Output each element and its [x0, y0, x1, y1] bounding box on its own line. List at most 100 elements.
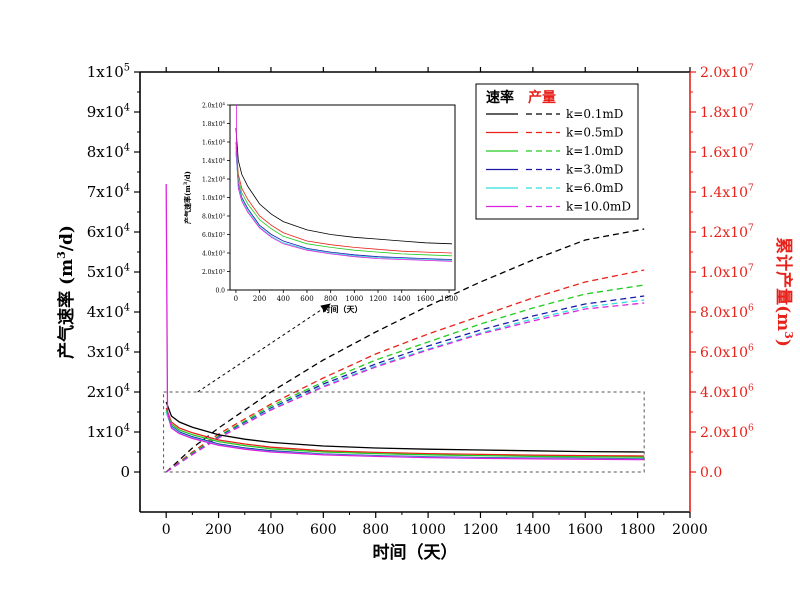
inset-rate-line-k=1.0mD: [235, 146, 453, 257]
left-tick-label-exponent: 5: [124, 62, 130, 73]
left-tick-label-exponent: 4: [124, 182, 130, 193]
left-tick-label: 4x104: [87, 302, 130, 321]
inset-y-tick-label-exponent: 4: [223, 156, 226, 161]
x-tick-label: 400: [258, 522, 285, 538]
cumulative-line-k=3.0mD: [165, 295, 645, 473]
y-left-title-text: 产气速率 (m: [56, 259, 77, 359]
zoom-box: [163, 391, 645, 473]
inset-x-tick-label: 1200: [369, 295, 387, 303]
right-tick-label-mantissa: 0.0: [700, 465, 722, 481]
right-tick-label-exponent: 7: [748, 224, 754, 234]
y-right-title-sup: 3: [782, 331, 795, 339]
left-tick-label-exponent: 4: [124, 142, 130, 153]
left-tick-label: 7x104: [87, 182, 130, 201]
right-tick-label-mantissa: 8.0x10: [700, 305, 748, 321]
left-tick-label: 8x104: [87, 142, 130, 161]
y-left-axis-title: 产气速率 (m3/d): [55, 225, 77, 359]
inset-y-tick-label-exponent: 4: [223, 101, 226, 106]
left-tick-label-mantissa: 7x10: [87, 183, 124, 201]
inset-x-tick-label: 400: [277, 295, 290, 303]
right-tick-label: 0.0: [700, 465, 722, 481]
right-tick-label-mantissa: 1.8x10: [700, 105, 748, 121]
legend-entry-label: k=3.0mD: [566, 163, 623, 177]
inset-y-tick-label: 8.0x103: [202, 212, 226, 221]
x-tick-label: 1600: [567, 522, 603, 538]
right-tick-label: 2.0x106: [700, 424, 754, 441]
right-tick-label: 6.0x106: [700, 344, 754, 361]
x-tick-label: 1200: [463, 522, 499, 538]
x-tick-label: 0: [162, 522, 171, 538]
inset-y-tick-label-exponent: 3: [223, 212, 226, 217]
inset-y-tick-label-exponent: 4: [223, 119, 226, 124]
inset-y-axis-title: 产气速率(m3/d): [183, 171, 192, 224]
y-right-title-text: 累计产量(m: [773, 237, 794, 331]
x-tick-label: 2000: [672, 522, 708, 538]
left-tick-label-mantissa: 3x10: [87, 343, 124, 361]
right-tick-label-exponent: 7: [748, 264, 754, 274]
cumulative-line-k=0.1mD: [165, 228, 645, 473]
y-right-axis-title: 累计产量(m3): [773, 237, 795, 347]
inset-y-tick-label: 4.0x103: [202, 249, 226, 258]
right-tick-label-exponent: 6: [748, 384, 754, 394]
right-tick-label-exponent: 6: [748, 344, 754, 354]
rate-line-k=6.0mD: [165, 411, 645, 460]
right-tick-label-mantissa: 6.0x10: [700, 345, 748, 361]
x-tick-label: 1000: [410, 522, 446, 538]
left-tick-label-mantissa: 8x10: [87, 143, 124, 161]
right-tick-label-mantissa: 1.4x10: [700, 185, 748, 201]
inset-rate-line-k=0.5mD: [235, 141, 453, 254]
inset-x-tick-label: 1400: [393, 295, 411, 303]
inset-y-tick-label-mantissa: 1.0x10: [202, 195, 223, 202]
inset-y-tick-label: 2.0x103: [202, 267, 226, 276]
main-series-group: [165, 183, 645, 473]
inset-frame: [229, 104, 456, 291]
inset-y-tick-label-exponent: 4: [223, 193, 226, 198]
left-tick-label: 1x104: [87, 422, 130, 441]
right-tick-label-mantissa: 4.0x10: [700, 385, 748, 401]
left-tick-label-exponent: 4: [124, 382, 130, 393]
legend-entry-label: k=0.5mD: [566, 126, 623, 140]
right-tick-label-mantissa: 1.6x10: [700, 145, 748, 161]
left-tick-label: 5x104: [87, 262, 130, 281]
left-tick-label-exponent: 4: [124, 422, 130, 433]
right-tick-label: 1.4x107: [700, 184, 754, 201]
left-tick-label: 1x105: [87, 62, 130, 81]
left-tick-label-mantissa: 5x10: [87, 263, 124, 281]
right-tick-label: 1.2x107: [700, 224, 754, 241]
left-tick-label-exponent: 4: [124, 302, 130, 313]
right-tick-label-exponent: 7: [748, 64, 754, 74]
inset-y-tick-label-mantissa: 6.0x10: [202, 232, 223, 239]
y-left-title-sup: 3: [55, 251, 68, 259]
left-tick-label: 2x104: [87, 382, 130, 401]
rate-line-k=0.1mD: [165, 401, 645, 453]
left-tick-label-exponent: 4: [124, 102, 130, 113]
rate-line-k=10.0mD: [165, 183, 645, 461]
inset-y-title-rest: /d): [183, 171, 192, 182]
inset-plot: 0 200 400 600 800 1000 1200 1400 1600 1800 0.0 2.0x…: [183, 101, 458, 393]
inset-rate-line-k=6.0mD: [235, 151, 453, 261]
y-left-title-rest: /d): [57, 225, 77, 251]
right-tick-label: 1.6x107: [700, 144, 754, 161]
right-tick-label: 1.8x107: [700, 104, 754, 121]
inset-x-tick-label: 800: [324, 295, 337, 303]
right-tick-label-exponent: 7: [748, 144, 754, 154]
legend-entry-label: k=1.0mD: [566, 144, 623, 158]
inset-y-tick-label: 1.2x104: [202, 175, 226, 184]
right-tick-label-mantissa: 1.2x10: [700, 225, 748, 241]
inset-x-tick-label: 600: [300, 295, 313, 303]
x-tick-label: 1400: [515, 522, 551, 538]
inset-y-tick-label: 1.8x104: [202, 119, 226, 128]
cumulative-line-k=6.0mD: [165, 299, 645, 473]
left-tick-label-mantissa: 0: [120, 463, 130, 481]
right-tick-label-exponent: 7: [748, 104, 754, 114]
inset-y-tick-label-mantissa: 0.0: [215, 288, 225, 295]
left-tick-label-exponent: 4: [124, 222, 130, 233]
inset-y-tick-label-mantissa: 4.0x10: [202, 251, 223, 258]
inset-x-tick-label: 1800: [440, 295, 458, 303]
legend-rate-header: 速率: [486, 89, 514, 106]
inset-y-tick-label: 0.0: [215, 288, 225, 295]
left-tick-label-mantissa: 1x10: [87, 423, 124, 441]
rate-line-k=1.0mD: [165, 409, 645, 458]
x-axis-title: 时间（天）: [373, 542, 458, 563]
rate-line-k=0.5mD: [165, 407, 645, 457]
